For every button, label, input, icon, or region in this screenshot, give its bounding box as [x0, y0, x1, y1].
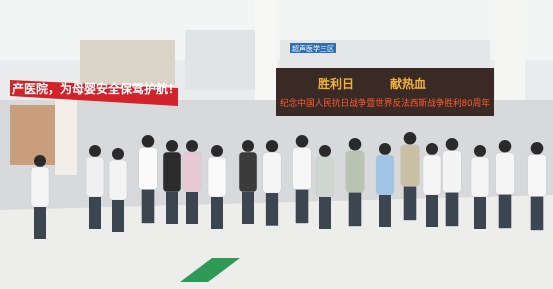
person-legs — [89, 197, 101, 229]
person-body — [163, 152, 181, 192]
person-head — [112, 148, 124, 160]
person-body — [208, 157, 226, 197]
banner-text: 产医院，为母婴安全保驾护航！ — [12, 81, 180, 96]
person-head — [446, 138, 459, 151]
person-body — [183, 152, 201, 192]
person-body — [316, 157, 334, 197]
person-body — [471, 157, 489, 197]
person-body — [293, 148, 312, 190]
led-title-left: 胜利日 — [318, 76, 354, 91]
person-head — [474, 145, 486, 157]
person-legs — [499, 195, 512, 229]
person-head — [499, 140, 512, 153]
person-body — [528, 155, 547, 197]
person-legs — [296, 190, 309, 224]
sign-text: 超声医学三区 — [292, 44, 334, 53]
person-head — [166, 140, 178, 152]
person-head — [211, 145, 223, 157]
person-head — [89, 145, 101, 157]
person-head — [426, 143, 438, 155]
person-legs — [349, 193, 362, 227]
person-legs — [319, 197, 331, 229]
person-body — [496, 153, 515, 195]
person-legs — [112, 200, 124, 232]
person-head — [531, 142, 544, 155]
person-head — [186, 140, 198, 152]
person-body — [109, 160, 127, 200]
person-legs — [34, 207, 46, 239]
person-body — [346, 151, 365, 193]
person-legs — [211, 197, 223, 229]
person-legs — [531, 197, 544, 231]
person-head — [319, 145, 331, 157]
person-body — [376, 155, 394, 195]
person-body — [86, 157, 104, 197]
led-scroll-text: 纪念中国人民抗日战争暨世界反法西斯战争胜利80周年 — [280, 97, 490, 109]
desk-area — [10, 105, 55, 165]
person-head — [296, 135, 309, 148]
person-legs — [379, 195, 391, 227]
person-legs — [446, 193, 459, 227]
upper-balcony — [80, 40, 175, 85]
person-head — [379, 143, 391, 155]
poster — [55, 95, 77, 175]
person-legs — [166, 192, 178, 224]
led-title-right: 献热血 — [390, 76, 426, 91]
person-legs — [404, 187, 417, 221]
person-body — [423, 155, 441, 195]
person-body — [31, 167, 49, 207]
person-head — [34, 155, 46, 167]
person-body — [263, 152, 281, 193]
person-head — [266, 140, 278, 152]
person-head — [404, 132, 417, 145]
person-head — [349, 138, 362, 151]
person-legs — [142, 190, 155, 224]
person-legs — [242, 192, 254, 224]
page: 产医院，为母婴安全保驾护航！ 胜利日 献热血 纪念中国人民抗日战争暨世界反法西斯… — [0, 0, 553, 289]
person-legs — [186, 192, 198, 224]
person-body — [443, 151, 462, 193]
person-body — [139, 148, 158, 190]
person-head — [142, 135, 155, 148]
person-legs — [474, 197, 486, 229]
person-legs — [426, 195, 438, 227]
person-head — [242, 140, 254, 152]
photo-scene: 产医院，为母婴安全保驾护航！ 胜利日 献热血 纪念中国人民抗日战争暨世界反法西斯… — [0, 0, 553, 289]
person-legs — [266, 193, 278, 226]
person-body — [239, 152, 257, 192]
person-body — [401, 145, 420, 187]
